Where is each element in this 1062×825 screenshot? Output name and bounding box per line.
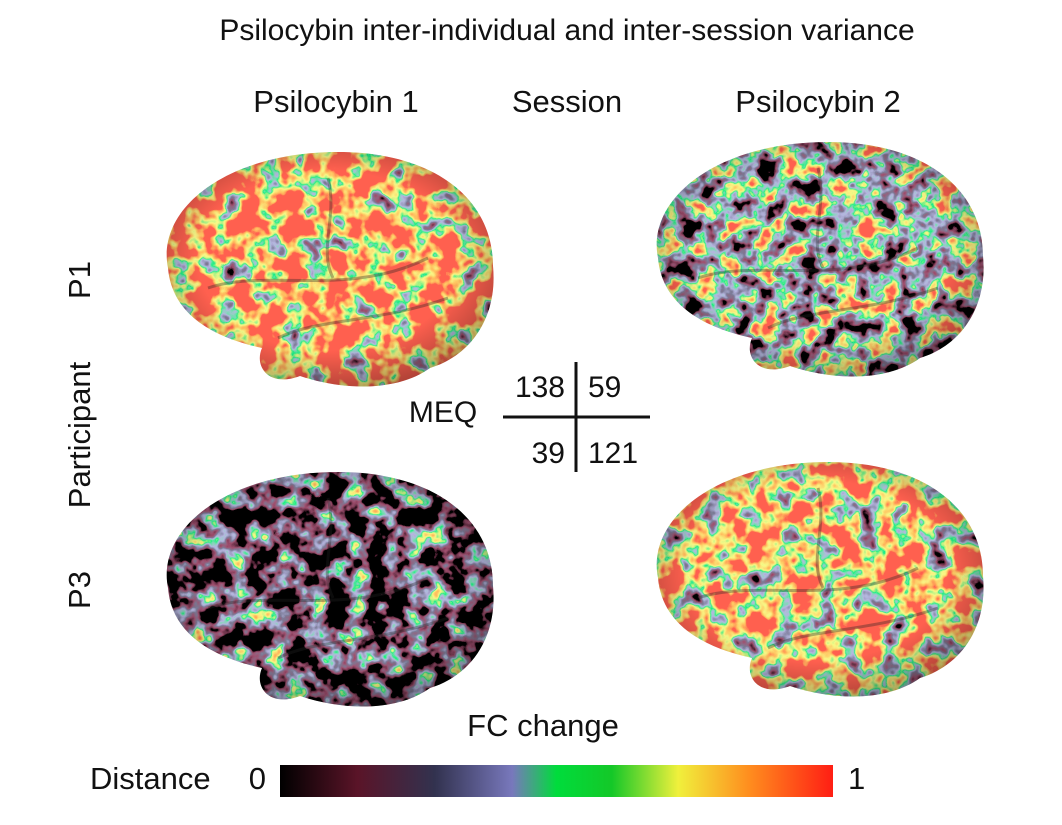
colorbar-label: Distance bbox=[90, 761, 211, 796]
row-label: P1 bbox=[62, 261, 97, 299]
meq-value: 59 bbox=[588, 371, 621, 404]
row-axis-label: Participant bbox=[62, 361, 97, 508]
row-label: P3 bbox=[62, 571, 97, 609]
meq-label: MEQ bbox=[409, 396, 477, 429]
colorbar-title: FC change bbox=[467, 708, 619, 743]
brain-map bbox=[166, 152, 494, 387]
brain-map bbox=[166, 472, 494, 707]
brain-map bbox=[656, 462, 984, 697]
figure-title: Psilocybin inter-individual and inter-se… bbox=[219, 14, 914, 47]
brain-map bbox=[656, 142, 984, 377]
colorbar bbox=[280, 765, 833, 797]
column-header: Session bbox=[512, 84, 622, 119]
meq-value: 138 bbox=[515, 371, 565, 404]
meq-value: 39 bbox=[532, 437, 565, 470]
meq-value: 121 bbox=[588, 437, 638, 470]
colorbar-min: 0 bbox=[249, 761, 266, 796]
colorbar-max: 1 bbox=[848, 761, 865, 796]
column-header: Psilocybin 1 bbox=[253, 84, 418, 119]
column-header: Psilocybin 2 bbox=[735, 84, 900, 119]
